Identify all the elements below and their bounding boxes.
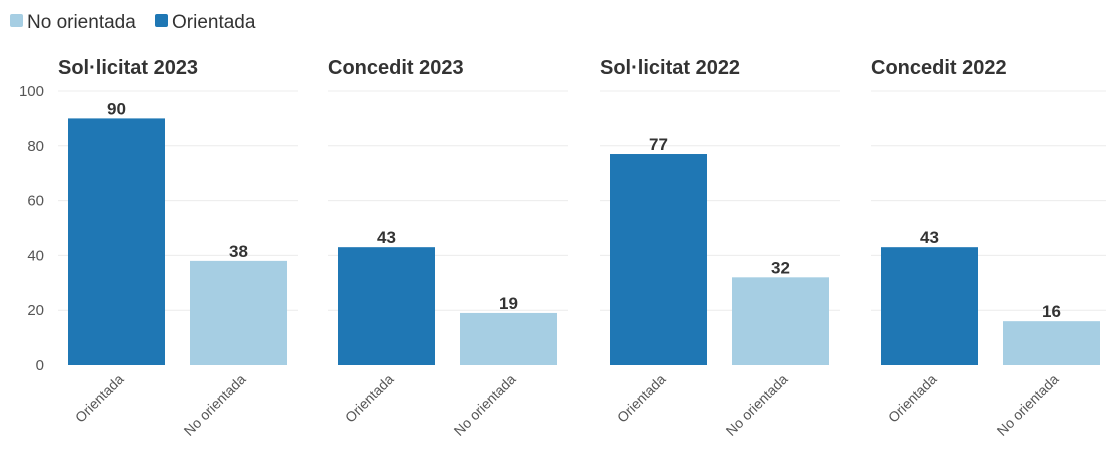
chart-panel: Concedit 2023 43 Orientada 19 No orientada bbox=[328, 57, 568, 439]
y-tick-label: 40 bbox=[27, 247, 44, 264]
bar-value-label: 43 bbox=[377, 228, 396, 247]
x-tick-label: Orientada bbox=[885, 371, 940, 426]
panel-title: Concedit 2022 bbox=[871, 57, 1007, 79]
bar-value-label: 16 bbox=[1042, 302, 1061, 321]
bar-value-label: 19 bbox=[499, 294, 518, 313]
bar bbox=[610, 154, 707, 365]
chart-panel: Sol·licitat 2022 77 Orientada 32 No orientad… bbox=[600, 57, 840, 439]
bar bbox=[460, 312, 557, 365]
x-tick-label: Orientada bbox=[614, 371, 669, 426]
panels: 0 20 40 60 80 100 Sol·licitat 2023 90 Orientada 3… bbox=[19, 57, 1106, 439]
legend-label-orientada: Orientada bbox=[172, 12, 256, 33]
legend-label-no-orientada: No orientada bbox=[27, 12, 136, 33]
bar-value-label: 32 bbox=[771, 258, 790, 277]
panel-title: Sol·licitat 2023 bbox=[58, 57, 198, 79]
chart-panel: Sol·licitat 2023 90 Orientada 38 No orientad… bbox=[58, 57, 298, 439]
y-tick-label: 100 bbox=[19, 83, 44, 100]
y-tick-label: 80 bbox=[27, 138, 44, 155]
bar-value-label: 43 bbox=[920, 228, 939, 247]
x-tick-label: No orientada bbox=[994, 371, 1062, 439]
x-tick-label: No orientada bbox=[723, 371, 791, 439]
legend-swatch-no-orientada bbox=[10, 14, 23, 27]
bar-value-label: 38 bbox=[229, 242, 248, 261]
y-tick-label: 0 bbox=[36, 357, 44, 374]
bar-value-label: 90 bbox=[107, 99, 126, 118]
y-tick-label: 60 bbox=[27, 193, 44, 210]
bar bbox=[732, 277, 829, 365]
x-tick-label: Orientada bbox=[72, 371, 127, 426]
bar bbox=[68, 118, 165, 366]
legend: No orientada Orientada bbox=[10, 12, 256, 33]
x-tick-label: No orientada bbox=[181, 371, 249, 439]
legend-swatch-orientada bbox=[155, 14, 168, 27]
y-tick-label: 20 bbox=[27, 302, 44, 319]
bar bbox=[190, 260, 287, 365]
bar bbox=[1003, 321, 1100, 365]
x-tick-label: Orientada bbox=[342, 371, 397, 426]
bar-value-label: 77 bbox=[649, 135, 668, 154]
panel-title: Sol·licitat 2022 bbox=[600, 57, 740, 79]
bar bbox=[881, 247, 978, 365]
bar bbox=[338, 247, 435, 365]
panel-title: Concedit 2023 bbox=[328, 57, 464, 79]
chart-panel: Concedit 2022 43 Orientada 16 No orientada bbox=[871, 57, 1106, 439]
x-tick-label: No orientada bbox=[451, 371, 519, 439]
